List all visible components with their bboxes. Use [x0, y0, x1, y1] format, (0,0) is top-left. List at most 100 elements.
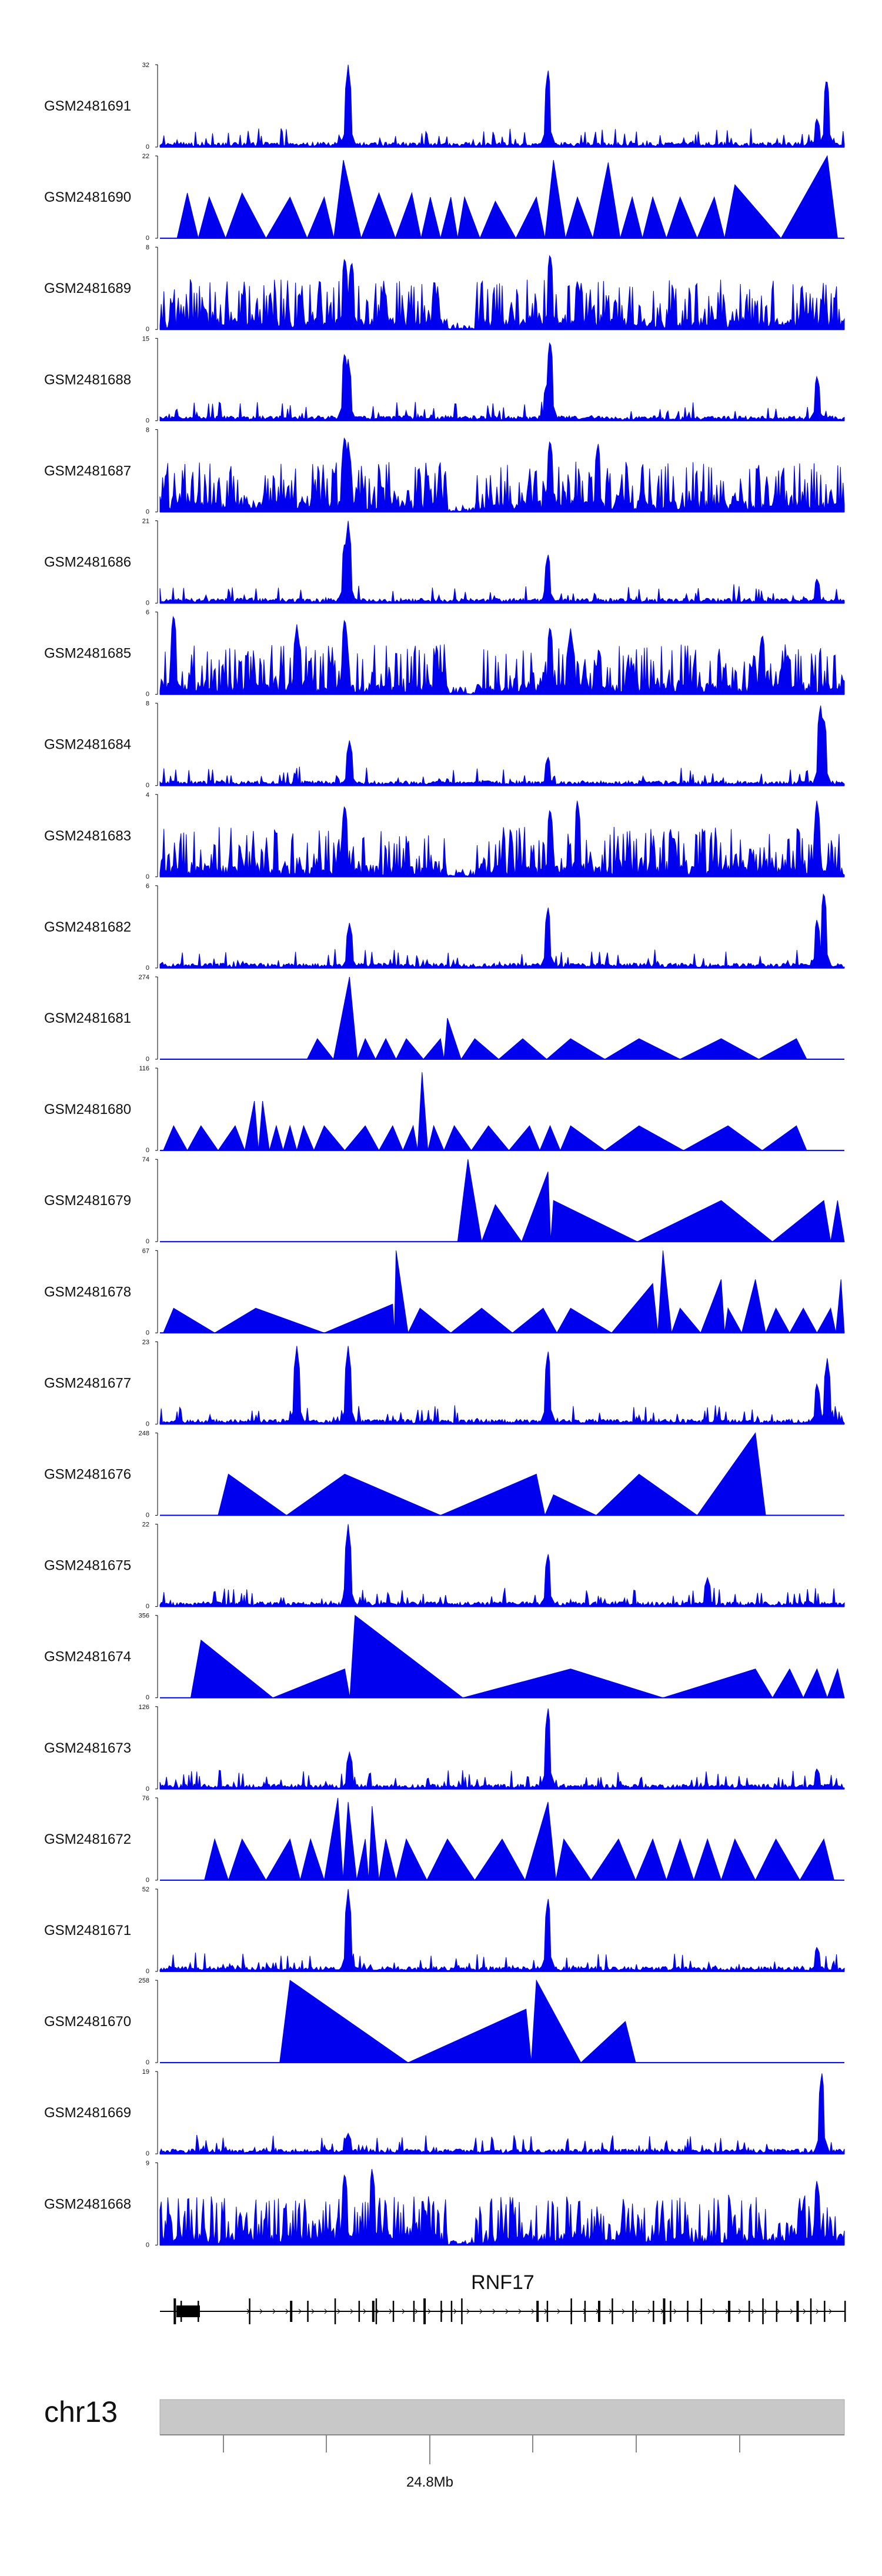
track-min-label: 0 — [146, 417, 149, 424]
track-area — [159, 1888, 845, 1972]
gene-strand-arrow — [492, 2308, 496, 2314]
track-GSM2481691: GSM2481691 32 0 — [44, 62, 845, 151]
gene-exon — [796, 2301, 799, 2322]
gene-exon — [749, 2301, 750, 2322]
track-label: GSM2481683 — [44, 828, 131, 844]
track-GSM2481679: GSM2481679 74 0 — [44, 1156, 845, 1245]
track-label: GSM2481674 — [44, 1649, 131, 1665]
gene-exon — [824, 2301, 826, 2322]
gene-exon — [198, 2301, 199, 2322]
track-area — [457, 1159, 845, 1242]
track-area — [306, 976, 807, 1060]
track-min-label: 0 — [146, 782, 149, 789]
track-area — [204, 1797, 835, 1881]
track-max-label: 67 — [142, 1247, 149, 1254]
gene-strand-arrow — [479, 2308, 483, 2314]
track-min-label: 0 — [146, 873, 149, 880]
track-min-label: 0 — [146, 144, 149, 151]
gene-exon — [461, 2298, 463, 2324]
gene-strand-arrow — [557, 2308, 560, 2314]
track-GSM2481680: GSM2481680 116 0 — [44, 1065, 844, 1154]
gene-strand-arrow — [544, 2308, 547, 2314]
gene-exon — [375, 2298, 377, 2324]
track-GSM2481670: GSM2481670 258 0 — [44, 1977, 844, 2066]
track-area — [159, 705, 845, 786]
track-GSM2481678: GSM2481678 67 0 — [44, 1247, 845, 1336]
track-area — [159, 64, 845, 148]
track-max-label: 8 — [146, 426, 149, 433]
gene-exon — [450, 2301, 453, 2322]
track-max-label: 116 — [139, 1065, 149, 1072]
gene-strand-arrow — [311, 2308, 315, 2314]
gene-exon — [653, 2301, 654, 2322]
axis-tick-label: 24.8Mb — [406, 2474, 453, 2490]
track-label: GSM2481689 — [44, 281, 131, 296]
track-GSM2481684: GSM2481684 8 0 — [44, 700, 845, 789]
track-label: GSM2481684 — [44, 737, 131, 753]
track-max-label: 52 — [142, 1886, 149, 1893]
track-label: GSM2481691 — [44, 98, 131, 114]
gene-exon — [440, 2301, 442, 2322]
track-area — [159, 437, 845, 513]
track-max-label: 15 — [142, 335, 149, 342]
track-label: GSM2481673 — [44, 1740, 131, 1756]
track-max-label: 8 — [146, 244, 149, 251]
track-min-label: 0 — [146, 2059, 149, 2066]
track-area — [159, 1708, 845, 1790]
track-label: GSM2481688 — [44, 372, 131, 388]
gene-exon — [670, 2301, 671, 2322]
gene-model: RNF17 — [160, 2271, 846, 2324]
track-label: GSM2481679 — [44, 1193, 131, 1209]
gene-strand-arrow — [634, 2308, 638, 2314]
gene-exon — [728, 2301, 731, 2322]
track-min-label: 0 — [146, 1512, 149, 1519]
axis-ticks — [223, 2435, 740, 2464]
track-min-label: 0 — [146, 1877, 149, 1884]
track-GSM2481689: GSM2481689 8 0 — [44, 244, 845, 333]
gene-strand-arrow — [324, 2308, 328, 2314]
track-max-label: 22 — [142, 153, 149, 160]
gene-strand-arrow — [622, 2308, 625, 2314]
gene-strand-arrow — [453, 2308, 457, 2314]
gene-strand-arrow — [246, 2308, 250, 2314]
track-label: GSM2481670 — [44, 2014, 131, 2030]
gene-strand-arrow — [531, 2308, 534, 2314]
track-label: GSM2481676 — [44, 1467, 131, 1483]
track-label: GSM2481671 — [44, 1923, 131, 1938]
track-GSM2481672: GSM2481672 76 0 — [44, 1795, 844, 1884]
track-label: GSM2481690 — [44, 189, 131, 205]
gene-exon — [546, 2301, 549, 2322]
gene-exon — [173, 2298, 176, 2324]
gene-exon — [176, 2305, 200, 2317]
track-GSM2481687: GSM2481687 8 0 — [44, 426, 845, 515]
gene-strand-arrow — [285, 2308, 289, 2314]
track-min-label: 0 — [146, 235, 149, 242]
track-min-label: 0 — [146, 2241, 149, 2248]
track-area — [159, 616, 845, 695]
gene-strand-arrow — [738, 2308, 741, 2314]
gene-exon — [334, 2298, 336, 2324]
gene-strand-arrow — [505, 2308, 509, 2314]
gene-exon — [810, 2298, 812, 2324]
track-max-label: 126 — [139, 1704, 149, 1711]
track-area — [159, 1524, 845, 1607]
track-area — [159, 1346, 845, 1424]
track-label: GSM2481687 — [44, 463, 131, 479]
gene-exon — [700, 2298, 703, 2324]
gene-exon — [413, 2301, 415, 2322]
track-label: GSM2481668 — [44, 2196, 131, 2212]
gene-exon — [180, 2301, 182, 2322]
track-min-label: 0 — [146, 1603, 149, 1610]
track-label: GSM2481680 — [44, 1102, 131, 1117]
gene-exon — [762, 2298, 764, 2324]
gene-strand-arrow — [440, 2308, 444, 2314]
gene-strand-arrow — [298, 2308, 302, 2314]
gene-exon — [392, 2301, 395, 2322]
track-min-label: 0 — [146, 1420, 149, 1427]
track-label: GSM2481681 — [44, 1010, 131, 1026]
gene-strand-arrow — [427, 2308, 431, 2314]
gene-exon — [687, 2301, 689, 2322]
gene-strand-arrow — [596, 2308, 599, 2314]
track-min-label: 0 — [146, 965, 149, 972]
